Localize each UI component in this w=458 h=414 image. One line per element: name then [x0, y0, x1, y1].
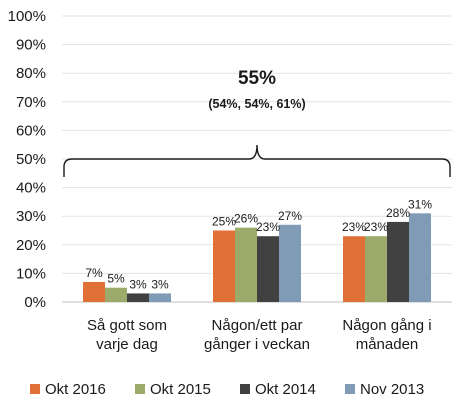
bars	[83, 213, 431, 302]
legend-label: Okt 2015	[150, 381, 211, 398]
data-labels: 7%25% 23%5%26%23%3%23%28%3%27%31%	[85, 197, 432, 291]
annotation-main-value: 55%	[238, 68, 276, 89]
legend-label: Nov 2013	[360, 381, 424, 398]
data-label: 3%	[129, 277, 147, 291]
legend-label: Okt 2016	[45, 381, 106, 398]
legend-swatch	[240, 384, 250, 394]
y-tick-label: 30%	[16, 208, 46, 225]
y-tick-label: 10%	[16, 265, 46, 282]
y-tick-label: 80%	[16, 65, 46, 82]
legend-swatch	[135, 384, 145, 394]
bar	[213, 230, 235, 302]
data-label: 25%	[212, 215, 236, 229]
y-tick-label: 20%	[16, 237, 46, 254]
data-label: 27%	[278, 209, 302, 223]
bar	[105, 287, 127, 302]
bar	[409, 213, 431, 302]
data-label: 23%	[364, 220, 388, 234]
bar	[365, 236, 387, 302]
category-label: varje dag	[96, 336, 158, 353]
data-label: 7%	[85, 266, 103, 280]
bar	[257, 236, 279, 302]
y-tick-label: 60%	[16, 122, 46, 139]
data-label: 26%	[234, 212, 258, 226]
category-label: Så gott som	[87, 317, 167, 334]
y-tick-label: 100%	[8, 8, 46, 25]
legend-swatch	[345, 384, 355, 394]
bar	[235, 227, 257, 302]
data-label: 23%	[256, 220, 280, 234]
annotation: 55% (54%, 54%, 61%)	[63, 68, 451, 177]
y-tick-label: 0%	[24, 294, 46, 311]
legend-label: Okt 2014	[255, 381, 316, 398]
data-label: 28%	[386, 206, 410, 220]
annotation-sub-values: (54%, 54%, 61%)	[208, 97, 305, 111]
legend-swatch	[30, 384, 40, 394]
bar	[343, 236, 365, 302]
bar	[127, 293, 149, 302]
category-label: månaden	[356, 336, 419, 353]
y-tick-label: 90%	[16, 37, 46, 54]
y-tick-label: 70%	[16, 94, 46, 111]
category-label: Någon/ett par	[212, 317, 303, 334]
category-label: gånger i veckan	[204, 336, 310, 353]
bar	[387, 221, 409, 302]
category-label: Någon gång i	[342, 317, 431, 334]
bar	[279, 224, 301, 302]
y-axis: 0% 10% 20% 30% 40% 50% 60% 70% 80% 90% 100%	[8, 8, 46, 311]
legend: Okt 2016 Okt 2015 Okt 2014 Nov 2013	[30, 381, 424, 398]
bar	[149, 293, 171, 302]
data-label: 3%	[151, 277, 169, 291]
bar	[83, 281, 105, 302]
x-axis-categories: Så gott som varje dag Någon/ett par gånger …	[87, 317, 432, 353]
data-label: 23%	[342, 220, 366, 234]
annotation-brace	[63, 144, 451, 177]
data-label: 31%	[408, 197, 432, 211]
data-label: 5%	[107, 272, 125, 286]
y-tick-label: 50%	[16, 151, 46, 168]
y-tick-label: 40%	[16, 180, 46, 197]
